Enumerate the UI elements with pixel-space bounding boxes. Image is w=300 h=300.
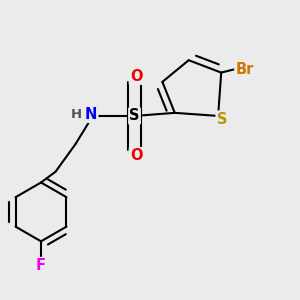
Text: N: N bbox=[85, 107, 98, 122]
Text: H: H bbox=[71, 108, 82, 121]
Text: O: O bbox=[130, 148, 142, 163]
Text: F: F bbox=[36, 258, 46, 273]
Text: S: S bbox=[217, 112, 227, 127]
Text: O: O bbox=[130, 69, 142, 84]
Text: Br: Br bbox=[236, 62, 254, 77]
Text: S: S bbox=[129, 108, 140, 123]
